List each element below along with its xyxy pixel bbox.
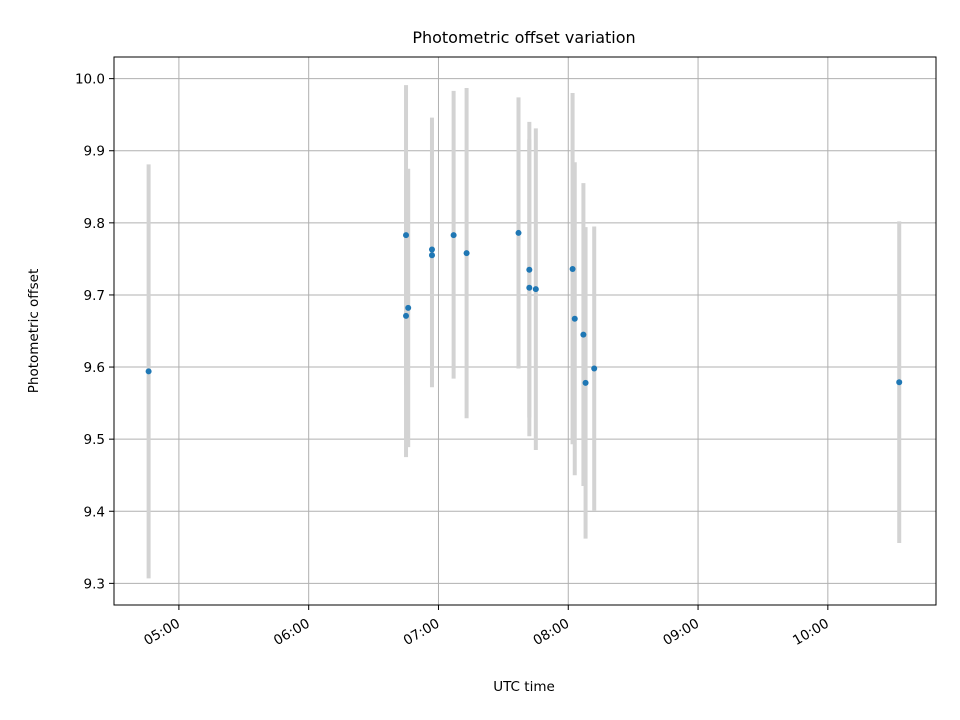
data-point — [526, 266, 533, 273]
data-point — [463, 250, 470, 257]
grid — [114, 57, 936, 605]
y-axis-ticks: 9.3 9.4 9.5 9.6 9.7 9.8 9.9 10.0 — [75, 72, 114, 592]
y-tick-label: 9.8 — [84, 216, 105, 232]
data-point — [403, 312, 410, 319]
data-point — [571, 315, 578, 322]
y-axis-label: Photometric offset — [26, 269, 42, 393]
data-point — [403, 232, 410, 239]
data-point — [526, 284, 533, 291]
data-point — [569, 265, 576, 272]
data-point — [515, 229, 522, 236]
chart-title: Photometric offset variation — [412, 28, 635, 47]
data-point — [591, 365, 598, 372]
data-point — [428, 246, 435, 253]
data-point — [450, 232, 457, 239]
data-point — [405, 304, 412, 311]
y-tick-label: 9.6 — [84, 360, 105, 376]
data-point — [428, 252, 435, 259]
data-point — [145, 368, 152, 375]
plot-area — [113, 56, 937, 606]
data-point — [582, 379, 589, 386]
y-tick-label: 9.7 — [84, 288, 105, 304]
data-point — [896, 379, 903, 386]
y-tick-label: 9.4 — [84, 504, 105, 520]
y-tick-label: 10.0 — [75, 72, 105, 88]
y-tick-label: 9.3 — [84, 576, 105, 592]
data-point — [532, 286, 539, 293]
axes-frame — [113, 56, 937, 606]
y-tick-label: 9.9 — [84, 144, 105, 160]
y-tick-label: 9.5 — [84, 432, 105, 448]
x-axis-label: UTC time — [493, 679, 555, 695]
data-points — [145, 229, 903, 386]
data-point — [580, 331, 587, 338]
